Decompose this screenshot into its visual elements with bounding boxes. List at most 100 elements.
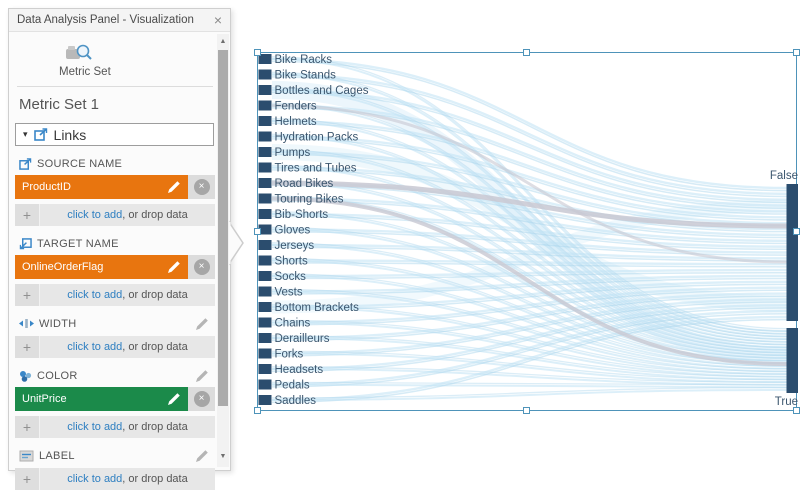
sankey-visualization[interactable]: Bike Racks Bike Stands Bottles and Cages Fe…	[254, 49, 800, 414]
sankey-node[interactable]	[258, 116, 272, 126]
color-field[interactable]: UnitPrice	[15, 387, 188, 411]
sankey-link[interactable]	[271, 200, 787, 245]
sankey-link[interactable]	[271, 301, 787, 357]
sankey-link[interactable]	[271, 60, 787, 192]
sankey-node[interactable]	[258, 333, 272, 343]
sankey-link[interactable]	[271, 315, 787, 402]
sankey-link[interactable]	[271, 368, 787, 386]
width-add-row[interactable]: + click to add, or drop data	[15, 336, 215, 358]
sankey-node[interactable]	[258, 100, 272, 111]
click-to-add-link[interactable]: click to add	[67, 341, 123, 353]
edit-pencil-icon[interactable]	[167, 260, 181, 274]
selection-handle-sw[interactable]	[254, 407, 261, 414]
selection-handle-n[interactable]	[523, 49, 530, 56]
remove-icon[interactable]: ×	[193, 391, 210, 407]
edit-pencil-icon[interactable]	[195, 369, 209, 383]
sankey-link[interactable]	[271, 212, 787, 248]
sankey-node[interactable]	[258, 193, 272, 204]
sankey-link[interactable]	[271, 150, 787, 225]
links-section-header[interactable]: ▾ Links	[15, 123, 214, 146]
sankey-node[interactable]	[258, 131, 272, 142]
sankey-link[interactable]	[271, 289, 787, 326]
sankey-node[interactable]	[258, 178, 272, 188]
selection-handle-se[interactable]	[793, 407, 800, 414]
edit-pencil-icon[interactable]	[167, 180, 181, 194]
source-field[interactable]: ProductID	[15, 175, 188, 199]
sankey-link[interactable]	[271, 246, 787, 262]
source-add-row[interactable]: + click to add, or drop data	[15, 204, 215, 226]
sankey-link[interactable]	[271, 195, 787, 354]
sankey-node[interactable]	[258, 348, 272, 359]
sankey-link[interactable]	[271, 88, 787, 201]
sankey-link[interactable]	[271, 73, 787, 196]
sankey-node[interactable]	[258, 69, 272, 80]
sankey-link[interactable]	[271, 307, 787, 373]
sankey-link[interactable]	[271, 298, 787, 355]
sankey-link[interactable]	[271, 283, 787, 311]
sankey-link[interactable]	[271, 228, 787, 254]
selection-handle-e[interactable]	[793, 227, 800, 235]
sankey-node[interactable]	[258, 54, 272, 64]
sankey-link[interactable]	[271, 180, 787, 229]
sankey-link[interactable]	[271, 318, 787, 404]
plus-icon[interactable]: +	[15, 284, 40, 306]
sankey-link[interactable]	[271, 182, 787, 354]
sankey-link[interactable]	[271, 71, 787, 332]
click-to-add-link[interactable]: click to add	[67, 289, 123, 301]
plus-icon[interactable]: +	[15, 336, 40, 358]
sankey-node[interactable]	[258, 302, 272, 312]
sankey-link[interactable]	[271, 180, 787, 351]
sankey-link[interactable]	[271, 243, 787, 260]
sankey-link[interactable]	[271, 386, 787, 399]
sankey-link[interactable]	[271, 292, 787, 340]
sankey-link[interactable]	[271, 312, 787, 388]
sankey-node[interactable]	[258, 364, 272, 374]
sankey-link[interactable]	[271, 104, 787, 207]
sankey-node[interactable]	[258, 85, 272, 95]
sankey-link[interactable]	[271, 104, 787, 264]
sankey-link[interactable]	[271, 335, 787, 378]
sankey-node-false[interactable]	[786, 184, 799, 321]
sankey-node[interactable]	[258, 379, 272, 390]
close-icon[interactable]: ×	[213, 12, 222, 28]
sankey-link[interactable]	[271, 352, 787, 383]
sankey-link[interactable]	[271, 381, 787, 386]
click-to-add-link[interactable]: click to add	[67, 421, 123, 433]
selection-handle-w[interactable]	[254, 227, 261, 235]
sankey-link[interactable]	[271, 306, 787, 375]
sankey-node[interactable]	[258, 224, 272, 235]
sankey-node[interactable]	[258, 395, 272, 405]
sankey-node[interactable]	[258, 286, 272, 297]
sankey-node[interactable]	[258, 240, 272, 250]
remove-icon[interactable]: ×	[193, 179, 210, 195]
sankey-node[interactable]	[258, 147, 272, 157]
sankey-link[interactable]	[271, 286, 787, 324]
sankey-node[interactable]	[258, 209, 272, 219]
scroll-up-icon[interactable]: ▲	[219, 38, 227, 45]
plus-icon[interactable]: +	[15, 204, 40, 226]
label-add-row[interactable]: + click to add, or drop data	[15, 468, 215, 490]
sankey-link[interactable]	[271, 295, 787, 342]
sankey-link[interactable]	[271, 268, 787, 278]
sankey-link[interactable]	[271, 288, 787, 370]
sankey-link[interactable]	[271, 215, 787, 250]
sankey-link[interactable]	[271, 213, 787, 359]
edit-pencil-icon[interactable]	[195, 317, 209, 331]
sankey-link[interactable]	[271, 290, 787, 373]
plus-icon[interactable]: +	[15, 468, 40, 490]
color-add-row[interactable]: + click to add, or drop data	[15, 416, 215, 438]
panel-scrollbar[interactable]: ▲ ▼	[217, 34, 229, 467]
sankey-link[interactable]	[271, 389, 787, 401]
selection-handle-s[interactable]	[523, 407, 530, 414]
edit-pencil-icon[interactable]	[195, 449, 209, 463]
sankey-link[interactable]	[271, 104, 787, 341]
sankey-link[interactable]	[271, 304, 787, 371]
selection-handle-ne[interactable]	[793, 49, 800, 56]
sankey-node[interactable]	[258, 271, 272, 281]
click-to-add-link[interactable]: click to add	[67, 473, 123, 485]
sankey-link[interactable]	[271, 133, 787, 343]
sankey-link[interactable]	[271, 199, 787, 314]
sankey-link[interactable]	[271, 135, 787, 219]
sankey-link[interactable]	[271, 226, 787, 359]
collapse-caret-icon[interactable]: ▾	[23, 129, 28, 139]
